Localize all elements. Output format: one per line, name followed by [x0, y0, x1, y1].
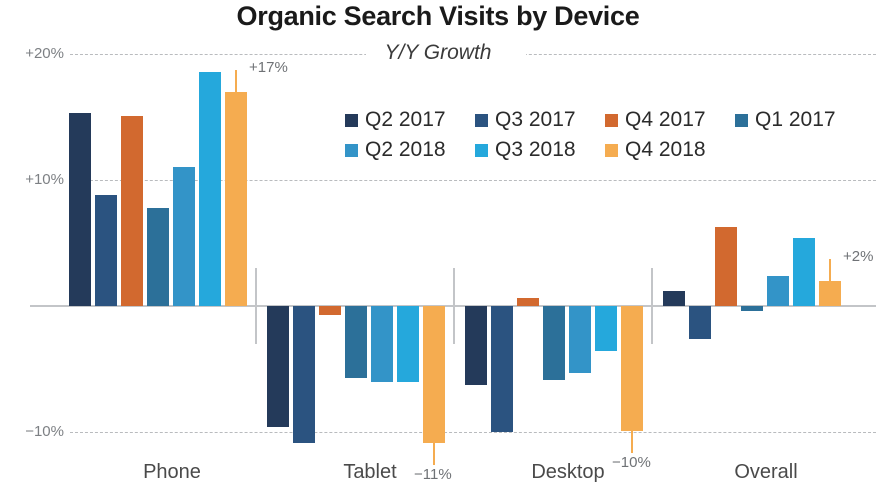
- bar[interactable]: [741, 306, 763, 312]
- legend-label: Q4 2018: [625, 138, 706, 161]
- bar[interactable]: [793, 237, 815, 306]
- category-label: Desktop: [531, 461, 605, 483]
- legend-item[interactable]: Q3 2018: [475, 138, 605, 162]
- legend-swatch-icon: [735, 113, 748, 127]
- bar[interactable]: [819, 280, 841, 306]
- bar[interactable]: [543, 306, 565, 381]
- annotation-leader-line: [631, 430, 633, 453]
- bar[interactable]: [423, 306, 445, 444]
- bar[interactable]: [69, 113, 91, 306]
- data-label: +17%: [249, 58, 288, 76]
- bar[interactable]: [147, 207, 169, 306]
- bar[interactable]: [715, 226, 737, 306]
- bar[interactable]: [293, 306, 315, 444]
- legend-item[interactable]: Q4 2018: [605, 138, 735, 162]
- legend-item[interactable]: Q4 2017: [605, 108, 735, 132]
- legend-label: Q1 2017: [755, 108, 836, 131]
- group-separator: [651, 268, 653, 344]
- group-separator: [453, 268, 455, 344]
- data-label: +2%: [843, 247, 874, 265]
- annotation-leader-line: [829, 258, 831, 281]
- legend-row: Q2 2017 Q3 2017 Q4 2017 Q1 2017: [345, 105, 865, 135]
- data-label: −11%: [414, 466, 452, 484]
- legend-label: Q2 2018: [365, 138, 446, 161]
- bar[interactable]: [95, 195, 117, 306]
- bar[interactable]: [121, 115, 143, 306]
- chart-title: Organic Search Visits by Device: [236, 1, 640, 31]
- legend-label: Q4 2017: [625, 108, 706, 131]
- legend-item[interactable]: Q2 2018: [345, 138, 475, 162]
- annotation-leader-line: [235, 69, 237, 92]
- legend-swatch-icon: [475, 113, 488, 127]
- legend-row: Q2 2018 Q3 2018 Q4 2018: [345, 135, 865, 165]
- bar[interactable]: [397, 306, 419, 382]
- bar[interactable]: [517, 298, 539, 306]
- y-axis-tick-label: −10%: [25, 423, 64, 440]
- bar[interactable]: [267, 306, 289, 427]
- bar[interactable]: [595, 306, 617, 352]
- y-axis-tick-label: +10%: [25, 171, 64, 188]
- bar[interactable]: [663, 290, 685, 306]
- legend-label: Q3 2018: [495, 138, 576, 161]
- bar[interactable]: [491, 306, 513, 432]
- group-separator: [255, 268, 257, 344]
- y-axis-tick-label: +20%: [25, 45, 64, 62]
- legend-swatch-icon: [475, 143, 488, 157]
- data-label: −10%: [612, 453, 651, 471]
- legend-item[interactable]: Q2 2017: [345, 108, 475, 132]
- chart-legend: Q2 2017 Q3 2017 Q4 2017 Q1 2017 Q2 2018 Q3 20…: [345, 105, 865, 165]
- legend-swatch-icon: [605, 113, 618, 127]
- bar[interactable]: [767, 275, 789, 306]
- legend-label: Q3 2017: [495, 108, 576, 131]
- bar[interactable]: [371, 306, 393, 382]
- bar[interactable]: [689, 306, 711, 339]
- bar[interactable]: [465, 306, 487, 386]
- legend-swatch-icon: [345, 143, 358, 157]
- gridline: [70, 432, 876, 433]
- subtitle-backdrop: [366, 42, 526, 66]
- annotation-leader-line: [433, 443, 435, 466]
- category-label: Tablet: [343, 461, 397, 483]
- bar[interactable]: [345, 306, 367, 378]
- legend-swatch-icon: [605, 143, 618, 157]
- chart-subtitle: Y/Y Growth: [384, 41, 492, 64]
- bar[interactable]: [319, 306, 341, 315]
- bar[interactable]: [569, 306, 591, 373]
- legend-label: Q2 2017: [365, 108, 446, 131]
- category-label: Phone: [143, 461, 201, 483]
- legend-item[interactable]: Q3 2017: [475, 108, 605, 132]
- gridline: [70, 180, 876, 181]
- category-label: Overall: [734, 461, 798, 483]
- bar[interactable]: [173, 167, 195, 306]
- bar[interactable]: [199, 71, 221, 306]
- legend-swatch-icon: [345, 113, 358, 127]
- legend-item[interactable]: Q1 2017: [735, 108, 865, 132]
- bar[interactable]: [225, 91, 247, 306]
- bar[interactable]: [621, 306, 643, 431]
